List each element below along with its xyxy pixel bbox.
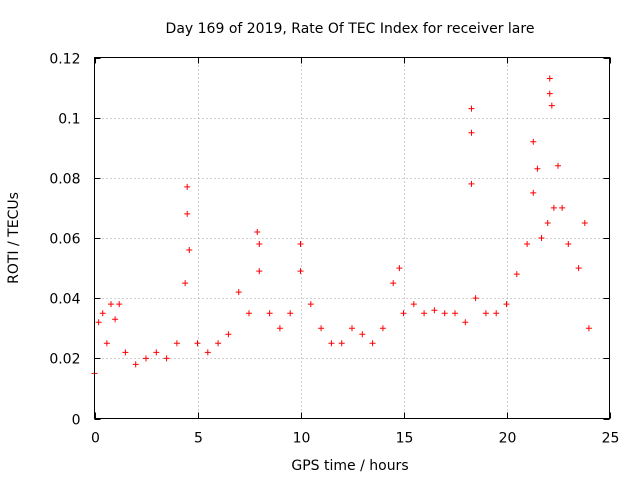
data-point [318,325,325,332]
data-point [396,265,403,272]
data-point [116,301,123,308]
data-point [338,340,345,347]
data-point [215,340,222,347]
x-tick-labels: 0 5 10 15 20 25 [91,431,619,447]
y-axis-title: ROTI / TECUs [6,192,22,284]
data-point [524,241,531,248]
data-point [468,105,475,112]
data-point [328,340,335,347]
y-tick-labels: 0 0.02 0.04 0.06 0.08 0.1 0.12 [49,52,80,429]
data-point [153,349,160,356]
data-point [256,241,263,248]
data-point [107,301,114,308]
data-point [122,349,129,356]
y-tick-label: 0.1 [58,112,80,128]
y-tick-label: 0.02 [49,352,80,368]
data-point [132,361,139,368]
data-points [91,75,592,377]
grid-lines [94,57,610,419]
y-tick-label: 0.04 [49,292,80,308]
data-point [530,138,537,145]
plot-frame [94,57,610,419]
y-tick-label: 0.08 [49,172,80,188]
data-point [550,204,557,211]
data-point [565,241,572,248]
x-axis-title: GPS time / hours [291,458,408,474]
data-point [581,219,588,226]
data-point [266,310,273,317]
data-point [452,310,458,317]
y-tick-label: 0 [72,413,81,429]
data-point [390,280,397,287]
data-point [95,319,102,326]
data-point [254,228,261,235]
data-point [503,301,510,308]
data-point [534,165,541,172]
data-point [421,310,428,317]
data-point [103,340,110,347]
data-point [256,268,263,275]
data-point [462,319,469,326]
data-point [555,162,561,169]
data-point [182,280,189,287]
data-point [544,219,551,226]
data-point [225,331,232,338]
data-point [493,310,500,317]
data-point [276,325,283,332]
data-point [194,340,201,347]
data-point [369,340,376,347]
data-point [548,102,555,109]
chart-title: Day 169 of 2019, Rate Of TEC Index for r… [166,21,535,37]
data-point [575,265,582,272]
data-point [546,90,553,97]
data-point [472,295,479,302]
data-point [379,325,386,332]
data-point [359,331,366,338]
x-tick-label: 15 [396,431,414,447]
data-point [186,247,193,254]
data-point [235,289,242,296]
data-point [112,316,119,323]
data-point [297,268,304,275]
data-point [538,235,545,241]
axis-ticks [94,57,611,420]
data-point [410,301,417,308]
data-point [163,355,170,362]
x-tick-label: 5 [194,431,203,447]
data-point [143,355,149,362]
data-point [441,310,448,317]
x-tick-label: 25 [602,431,620,447]
data-point [184,210,191,217]
data-point [204,349,211,356]
data-point [530,189,537,196]
data-point [513,271,520,278]
y-tick-label: 0.06 [49,232,80,248]
x-tick-label: 0 [91,431,100,447]
x-tick-label: 20 [499,431,517,447]
data-point [400,310,407,317]
data-point [482,310,489,317]
data-point [297,241,304,248]
data-point [585,325,592,332]
data-point [349,325,355,332]
data-point [468,180,475,187]
y-tick-label: 0.12 [49,52,80,68]
data-point [559,204,566,211]
data-point [307,301,314,308]
data-point [246,310,252,317]
x-tick-label: 10 [293,431,311,447]
data-point [99,310,106,317]
data-point [287,310,294,317]
data-point [468,129,475,136]
data-point [173,340,180,347]
data-point [184,183,191,190]
data-point [431,307,438,314]
data-point [546,75,553,82]
